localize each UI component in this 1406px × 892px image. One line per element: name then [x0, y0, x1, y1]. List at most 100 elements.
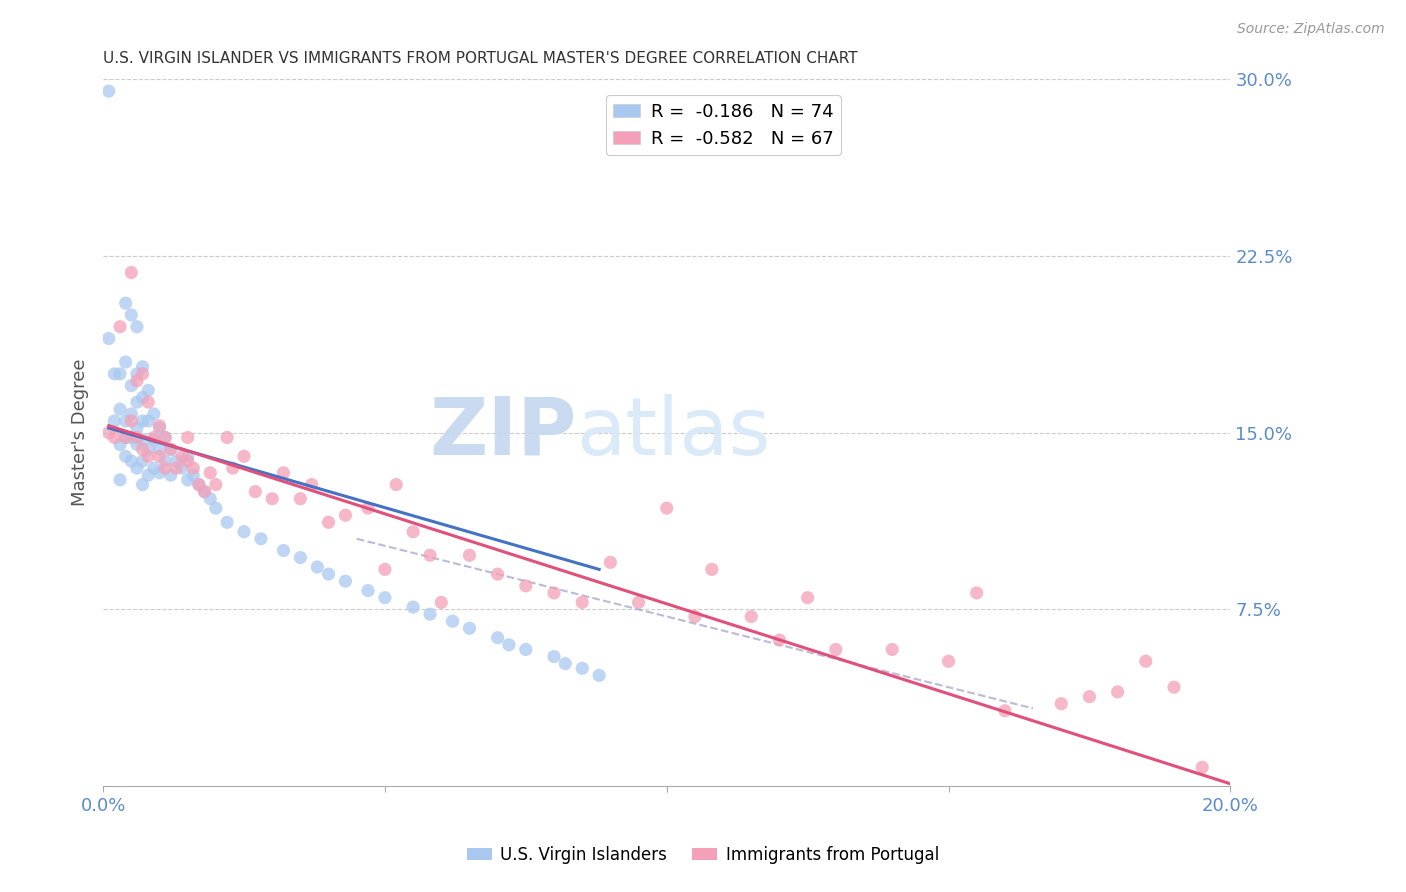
- U.S. Virgin Islanders: [120, 308, 142, 322]
- U.S. Virgin Islanders: [290, 550, 312, 565]
- Immigrants from Portugal: [108, 319, 131, 334]
- U.S. Virgin Islanders: [136, 468, 159, 483]
- Immigrants from Portugal: [700, 562, 723, 576]
- U.S. Virgin Islanders: [498, 638, 520, 652]
- Immigrants from Portugal: [824, 642, 846, 657]
- U.S. Virgin Islanders: [108, 367, 131, 381]
- Immigrants from Portugal: [318, 516, 340, 530]
- Immigrants from Portugal: [181, 461, 204, 475]
- U.S. Virgin Islanders: [131, 359, 153, 374]
- Immigrants from Portugal: [1050, 697, 1073, 711]
- Immigrants from Portugal: [233, 450, 256, 464]
- Immigrants from Portugal: [335, 508, 357, 523]
- U.S. Virgin Islanders: [165, 454, 187, 468]
- U.S. Virgin Islanders: [120, 378, 142, 392]
- U.S. Virgin Islanders: [307, 560, 329, 574]
- U.S. Virgin Islanders: [97, 331, 120, 345]
- Immigrants from Portugal: [153, 430, 176, 444]
- Immigrants from Portugal: [222, 461, 245, 475]
- U.S. Virgin Islanders: [114, 355, 136, 369]
- U.S. Virgin Islanders: [543, 649, 565, 664]
- U.S. Virgin Islanders: [125, 395, 148, 409]
- Immigrants from Portugal: [142, 430, 165, 444]
- Immigrants from Portugal: [97, 425, 120, 440]
- U.S. Virgin Islanders: [153, 454, 176, 468]
- U.S. Virgin Islanders: [148, 442, 170, 457]
- U.S. Virgin Islanders: [97, 84, 120, 98]
- U.S. Virgin Islanders: [205, 501, 228, 516]
- U.S. Virgin Islanders: [125, 367, 148, 381]
- Immigrants from Portugal: [125, 430, 148, 444]
- U.S. Virgin Islanders: [142, 407, 165, 421]
- Immigrants from Portugal: [153, 461, 176, 475]
- U.S. Virgin Islanders: [142, 433, 165, 447]
- Immigrants from Portugal: [205, 477, 228, 491]
- U.S. Virgin Islanders: [136, 442, 159, 457]
- U.S. Virgin Islanders: [142, 461, 165, 475]
- U.S. Virgin Islanders: [114, 450, 136, 464]
- Immigrants from Portugal: [882, 642, 904, 657]
- Immigrants from Portugal: [262, 491, 284, 506]
- Immigrants from Portugal: [966, 586, 988, 600]
- U.S. Virgin Islanders: [131, 391, 153, 405]
- Immigrants from Portugal: [994, 704, 1017, 718]
- Text: ZIP: ZIP: [429, 393, 576, 472]
- U.S. Virgin Islanders: [136, 414, 159, 428]
- Immigrants from Portugal: [187, 477, 209, 491]
- Immigrants from Portugal: [1107, 685, 1129, 699]
- U.S. Virgin Islanders: [187, 477, 209, 491]
- Immigrants from Portugal: [148, 450, 170, 464]
- Legend: R =  -0.186   N = 74, R =  -0.582   N = 67: R = -0.186 N = 74, R = -0.582 N = 67: [606, 95, 841, 155]
- U.S. Virgin Islanders: [176, 450, 198, 464]
- Immigrants from Portugal: [486, 567, 509, 582]
- Immigrants from Portugal: [683, 609, 706, 624]
- U.S. Virgin Islanders: [419, 607, 441, 622]
- U.S. Virgin Islanders: [441, 614, 464, 628]
- Immigrants from Portugal: [419, 548, 441, 562]
- U.S. Virgin Islanders: [120, 407, 142, 421]
- U.S. Virgin Islanders: [120, 430, 142, 444]
- Immigrants from Portugal: [217, 430, 239, 444]
- U.S. Virgin Islanders: [554, 657, 576, 671]
- Immigrants from Portugal: [159, 442, 181, 457]
- U.S. Virgin Islanders: [108, 402, 131, 417]
- U.S. Virgin Islanders: [114, 296, 136, 310]
- U.S. Virgin Islanders: [103, 367, 125, 381]
- U.S. Virgin Islanders: [125, 319, 148, 334]
- U.S. Virgin Islanders: [125, 437, 148, 451]
- Immigrants from Portugal: [301, 477, 323, 491]
- U.S. Virgin Islanders: [217, 516, 239, 530]
- Immigrants from Portugal: [136, 450, 159, 464]
- Immigrants from Portugal: [103, 430, 125, 444]
- Immigrants from Portugal: [114, 430, 136, 444]
- U.S. Virgin Islanders: [515, 642, 537, 657]
- U.S. Virgin Islanders: [136, 384, 159, 398]
- Immigrants from Portugal: [627, 595, 650, 609]
- U.S. Virgin Islanders: [103, 414, 125, 428]
- Immigrants from Portugal: [131, 442, 153, 457]
- U.S. Virgin Islanders: [181, 468, 204, 483]
- U.S. Virgin Islanders: [458, 621, 481, 635]
- U.S. Virgin Islanders: [374, 591, 396, 605]
- Immigrants from Portugal: [120, 266, 142, 280]
- Immigrants from Portugal: [176, 454, 198, 468]
- U.S. Virgin Islanders: [131, 433, 153, 447]
- U.S. Virgin Islanders: [159, 468, 181, 483]
- Immigrants from Portugal: [1163, 680, 1185, 694]
- Immigrants from Portugal: [515, 579, 537, 593]
- Immigrants from Portugal: [458, 548, 481, 562]
- Immigrants from Portugal: [740, 609, 762, 624]
- U.S. Virgin Islanders: [148, 421, 170, 435]
- Immigrants from Portugal: [543, 586, 565, 600]
- U.S. Virgin Islanders: [357, 583, 380, 598]
- Immigrants from Portugal: [176, 430, 198, 444]
- U.S. Virgin Islanders: [571, 661, 593, 675]
- Immigrants from Portugal: [1191, 760, 1213, 774]
- Legend: U.S. Virgin Islanders, Immigrants from Portugal: U.S. Virgin Islanders, Immigrants from P…: [460, 839, 946, 871]
- U.S. Virgin Islanders: [125, 461, 148, 475]
- Immigrants from Portugal: [571, 595, 593, 609]
- Immigrants from Portugal: [165, 461, 187, 475]
- U.S. Virgin Islanders: [114, 414, 136, 428]
- Immigrants from Portugal: [402, 524, 425, 539]
- Text: Source: ZipAtlas.com: Source: ZipAtlas.com: [1237, 22, 1385, 37]
